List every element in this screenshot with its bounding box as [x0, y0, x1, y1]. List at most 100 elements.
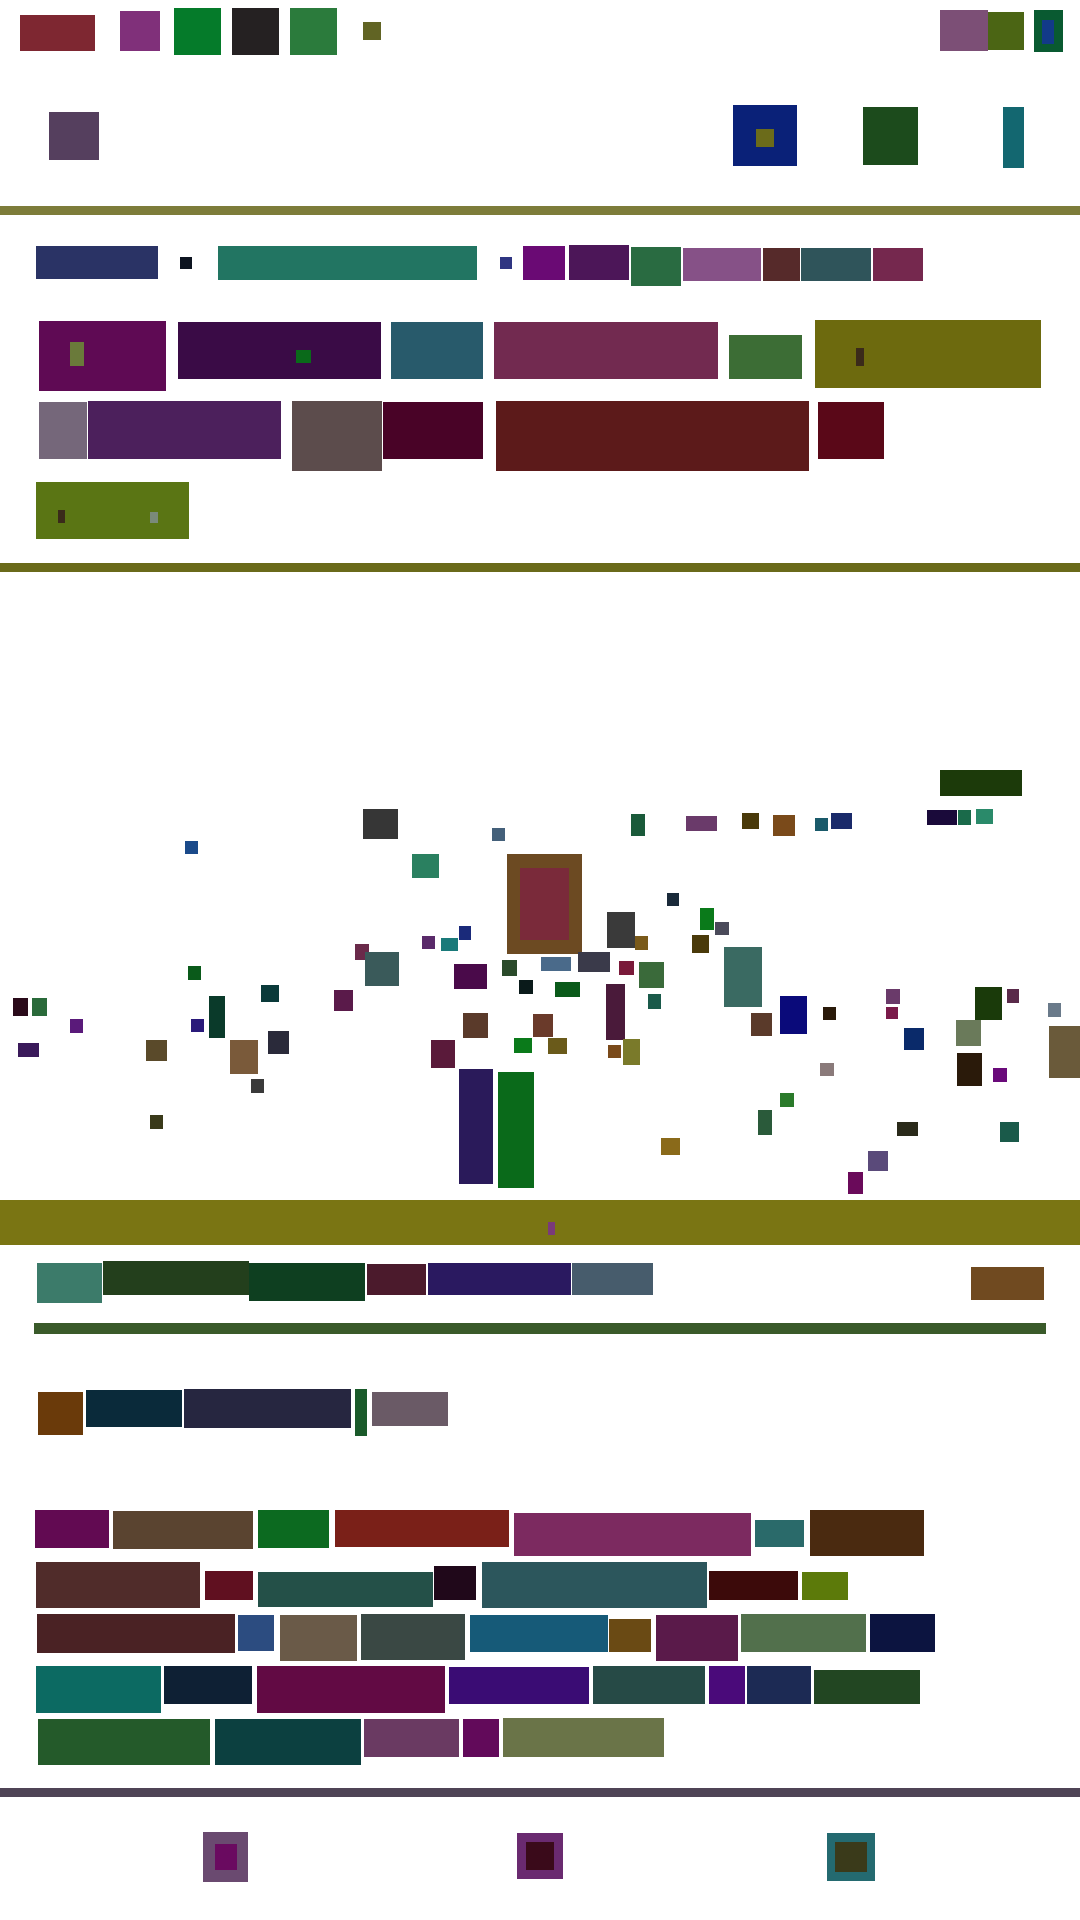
canvas-tile[interactable]	[334, 990, 353, 1011]
chip[interactable]	[38, 1392, 83, 1435]
canvas-tile[interactable]	[848, 1172, 863, 1194]
canvas-tile[interactable]	[492, 828, 505, 841]
header-icon-b[interactable]	[120, 11, 160, 51]
avatar[interactable]	[49, 112, 99, 160]
toolbar-button[interactable]	[37, 1263, 102, 1303]
toolbar-button[interactable]	[249, 1263, 365, 1301]
canvas-tile[interactable]	[441, 938, 458, 951]
tile[interactable]	[514, 1513, 751, 1556]
card[interactable]	[292, 401, 382, 471]
canvas-tile[interactable]	[606, 984, 625, 1040]
canvas-tile[interactable]	[831, 813, 852, 829]
canvas-tile[interactable]	[365, 952, 399, 986]
card[interactable]	[383, 402, 483, 459]
filter-chip[interactable]	[569, 245, 629, 280]
canvas-tile[interactable]	[975, 987, 1002, 1020]
header-right-icon-b[interactable]	[988, 12, 1024, 50]
card[interactable]	[39, 321, 166, 391]
tile[interactable]	[35, 1510, 109, 1548]
tile[interactable]	[434, 1566, 476, 1600]
chip-small[interactable]	[500, 257, 512, 269]
tile[interactable]	[164, 1666, 252, 1704]
card[interactable]	[818, 402, 884, 459]
canvas-tile[interactable]	[454, 964, 487, 989]
tile[interactable]	[258, 1510, 329, 1548]
tile[interactable]	[814, 1670, 920, 1704]
tile[interactable]	[463, 1719, 499, 1757]
canvas-tile[interactable]	[541, 957, 571, 971]
tile[interactable]	[113, 1511, 253, 1549]
canvas-tile[interactable]	[363, 809, 398, 839]
header-icon-c[interactable]	[174, 8, 221, 55]
canvas-tile[interactable]	[780, 1093, 794, 1107]
promo-tile-b[interactable]	[863, 107, 918, 165]
canvas-tile[interactable]	[209, 996, 225, 1038]
filter-chip[interactable]	[801, 248, 871, 281]
promo-tile-c[interactable]	[1003, 107, 1024, 168]
tall-bar[interactable]	[498, 1072, 534, 1188]
chip[interactable]	[86, 1390, 182, 1427]
canvas-tile[interactable]	[758, 1110, 772, 1135]
tile[interactable]	[38, 1719, 210, 1765]
tile[interactable]	[755, 1520, 804, 1547]
card[interactable]	[178, 322, 381, 379]
canvas-tile[interactable]	[886, 989, 900, 1004]
canvas-tile[interactable]	[251, 1079, 264, 1093]
tile[interactable]	[449, 1667, 589, 1704]
tile[interactable]	[802, 1572, 848, 1600]
header-icon-e[interactable]	[290, 8, 337, 55]
canvas-tile[interactable]	[623, 1039, 640, 1065]
canvas-tile[interactable]	[548, 1038, 567, 1054]
canvas-tile[interactable]	[191, 1019, 204, 1032]
tile[interactable]	[482, 1562, 707, 1608]
canvas-tile[interactable]	[70, 1019, 83, 1033]
canvas-tile[interactable]	[146, 1040, 167, 1061]
canvas-tile[interactable]	[667, 893, 679, 906]
filter-chip[interactable]	[683, 248, 761, 281]
canvas-tile[interactable]	[431, 1040, 455, 1068]
canvas-tile[interactable]	[555, 982, 580, 997]
filter-chip[interactable]	[523, 246, 565, 280]
tile[interactable]	[361, 1614, 465, 1660]
canvas-tile[interactable]	[422, 936, 435, 949]
canvas-tile[interactable]	[686, 816, 717, 831]
canvas-tile[interactable]	[868, 1151, 888, 1171]
canvas-tile[interactable]	[463, 1013, 488, 1038]
card[interactable]	[815, 320, 1041, 388]
tile[interactable]	[257, 1666, 445, 1713]
canvas-tile[interactable]	[533, 1014, 553, 1037]
tile[interactable]	[258, 1572, 433, 1607]
toolbar-button[interactable]	[572, 1263, 653, 1295]
canvas-tile[interactable]	[268, 1031, 289, 1054]
canvas-tile[interactable]	[1049, 1026, 1080, 1078]
tile[interactable]	[205, 1571, 253, 1600]
canvas-tile[interactable]	[608, 1045, 621, 1058]
tile[interactable]	[364, 1719, 459, 1757]
canvas-tile[interactable]	[773, 815, 795, 836]
canvas-tile[interactable]	[13, 998, 28, 1016]
canvas-tile[interactable]	[502, 960, 517, 976]
tile[interactable]	[709, 1571, 798, 1600]
tile[interactable]	[238, 1615, 274, 1651]
card[interactable]	[391, 322, 483, 379]
tile[interactable]	[37, 1614, 235, 1653]
canvas-tile[interactable]	[188, 966, 201, 980]
tile[interactable]	[609, 1619, 651, 1652]
canvas-tile[interactable]	[956, 1020, 981, 1046]
canvas-tile[interactable]	[957, 1053, 982, 1086]
tall-bar[interactable]	[459, 1069, 493, 1184]
tile[interactable]	[215, 1719, 361, 1765]
canvas-tile[interactable]	[724, 947, 762, 1007]
canvas-tile[interactable]	[940, 770, 1022, 796]
header-icon-d[interactable]	[232, 8, 279, 55]
tile[interactable]	[747, 1666, 811, 1704]
header-right-icon-a[interactable]	[940, 10, 988, 51]
canvas-tile[interactable]	[700, 908, 714, 930]
filter-chip[interactable]	[36, 246, 158, 279]
tile[interactable]	[36, 1666, 161, 1713]
canvas-tile[interactable]	[742, 813, 759, 829]
card[interactable]	[496, 401, 809, 471]
canvas-tile[interactable]	[635, 936, 648, 950]
header-icon-a[interactable]	[20, 15, 95, 51]
canvas-tile[interactable]	[1000, 1122, 1019, 1142]
